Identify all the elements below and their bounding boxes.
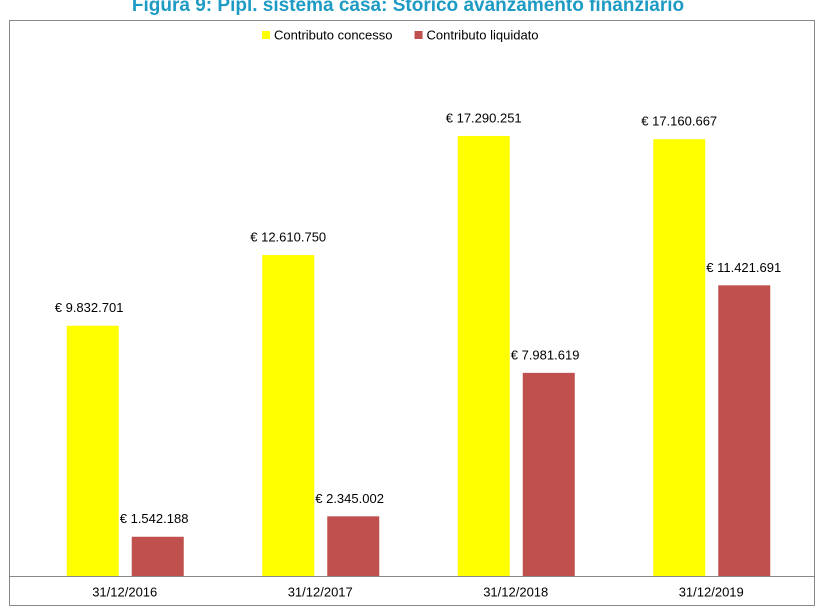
data-label: € 17.290.251: [446, 110, 522, 125]
bar: [653, 139, 706, 576]
x-tick-label: 31/12/2018: [483, 584, 548, 599]
legend-label: Contributo liquidato: [427, 27, 539, 42]
x-tick-label: 31/12/2016: [92, 584, 157, 599]
data-label: € 7.981.619: [511, 347, 580, 362]
bar: [718, 285, 771, 576]
legend-label: Contributo concesso: [274, 27, 393, 42]
data-label: € 1.542.188: [120, 511, 189, 526]
bar: [131, 536, 184, 576]
data-label: € 2.345.002: [315, 491, 384, 506]
chart-title: Figura 9: Pipl. sistema casa: Storico av…: [132, 0, 684, 16]
x-tick-label: 31/12/2017: [288, 584, 353, 599]
bar: [457, 135, 510, 576]
data-label: € 17.160.667: [641, 114, 717, 129]
bar: [66, 325, 119, 576]
legend-swatch: [414, 31, 423, 39]
data-label: € 11.421.691: [706, 260, 781, 275]
legend-swatch: [262, 31, 270, 39]
bar: [327, 516, 380, 576]
x-tick-label: 31/12/2019: [679, 584, 744, 599]
data-label: € 12.610.750: [250, 229, 326, 244]
bar: [522, 372, 575, 576]
data-label: € 9.832.701: [55, 300, 124, 315]
bar: [262, 255, 315, 577]
